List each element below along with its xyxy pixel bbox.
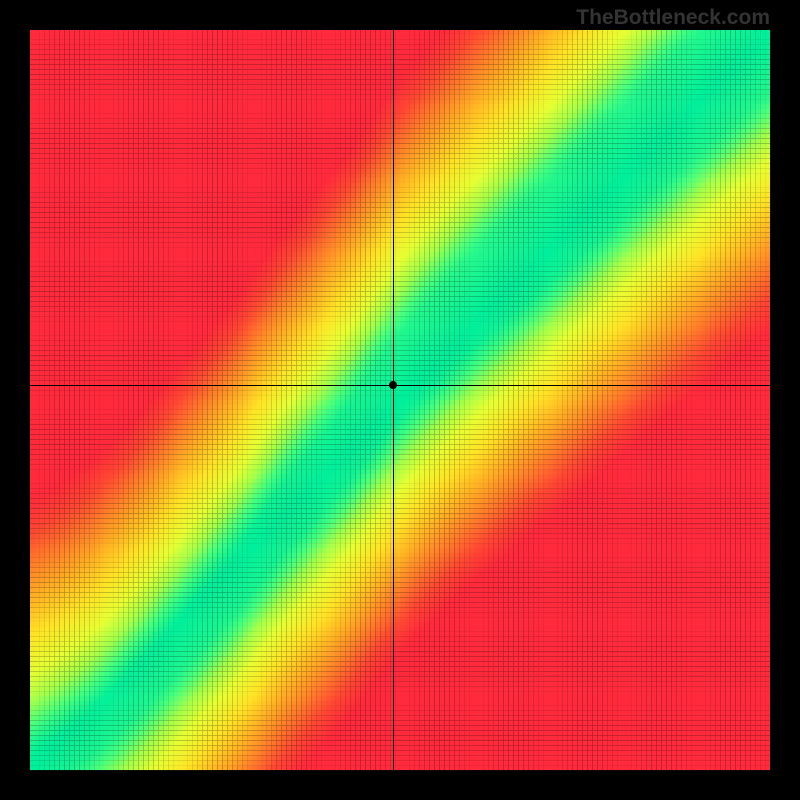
watermark-text: TheBottleneck.com: [576, 6, 770, 30]
heatmap-canvas: [0, 0, 800, 800]
heatmap-plot: TheBottleneck.com: [0, 0, 800, 800]
crosshair-horizontal: [30, 385, 770, 386]
crosshair-vertical: [393, 30, 394, 770]
crosshair-marker: [389, 381, 397, 389]
